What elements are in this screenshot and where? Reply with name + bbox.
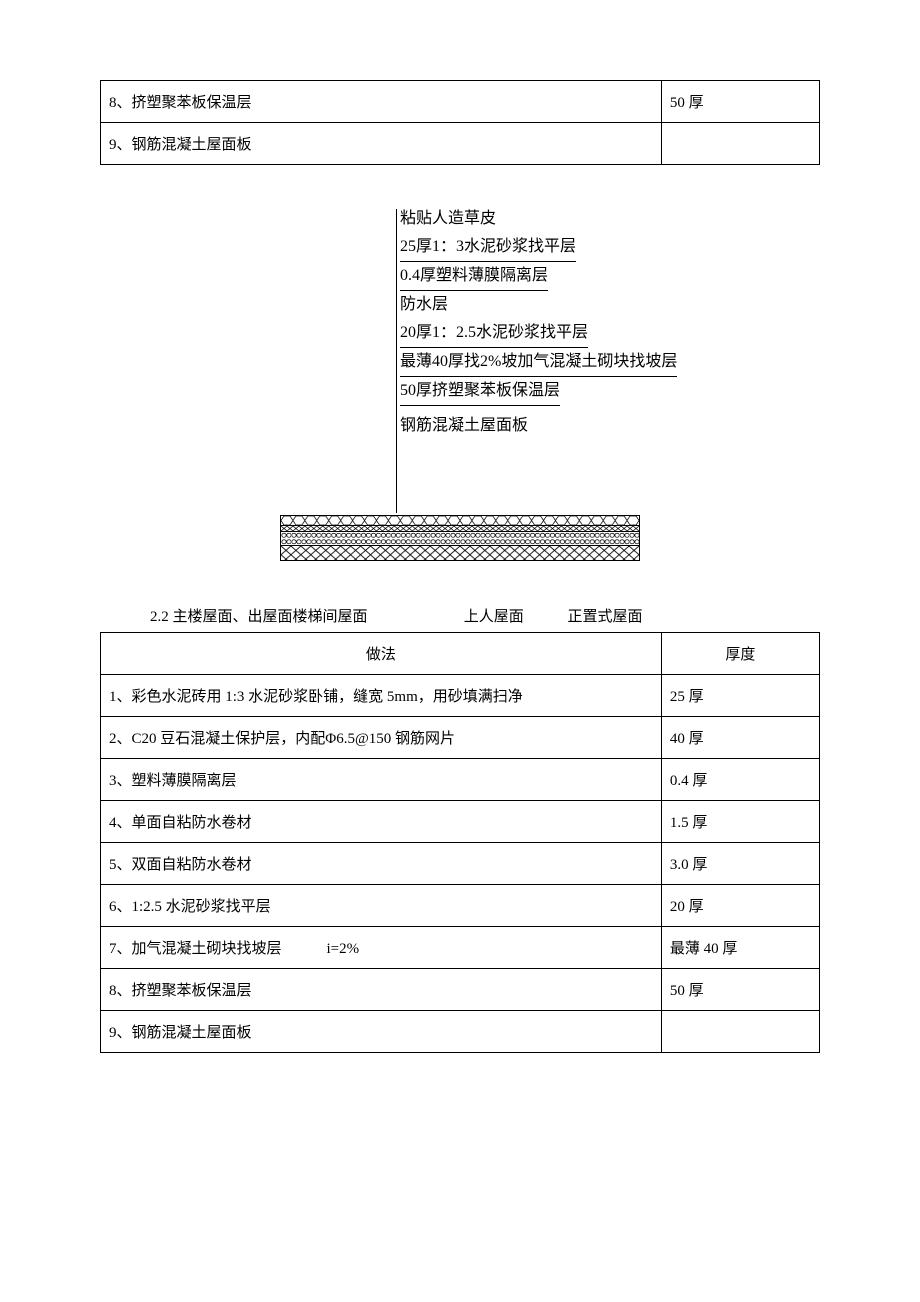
layer-label: 20厚1：2.5水泥砂浆找平层 — [400, 319, 588, 348]
table-row: 9、钢筋混凝土屋面板 — [101, 123, 820, 165]
cell-thick: 25 厚 — [661, 675, 819, 717]
cell-thick: 1.5 厚 — [661, 801, 819, 843]
cell-method: 5、双面自粘防水卷材 — [101, 843, 662, 885]
table-row: 2、C20 豆石混凝土保护层，内配Φ6.5@150 钢筋网片40 厚 — [101, 717, 820, 759]
table-row: 8、挤塑聚苯板保温层 50 厚 — [101, 81, 820, 123]
table-header-row: 做法 厚度 — [101, 633, 820, 675]
cell-thick: 0.4 厚 — [661, 759, 819, 801]
table-top: 8、挤塑聚苯板保温层 50 厚 9、钢筋混凝土屋面板 — [100, 80, 820, 165]
layer-label: 防水层 — [400, 296, 448, 313]
table-row: 7、加气混凝土砌块找坡层 i=2%最薄 40 厚 — [101, 927, 820, 969]
section-2-title: 2.2 主楼屋面、出屋面楼梯间屋面 上人屋面 正置式屋面 — [150, 605, 820, 626]
table-row: 3、塑料薄膜隔离层0.4 厚 — [101, 759, 820, 801]
cell-thick — [661, 123, 819, 165]
layer-label: 钢筋混凝土屋面板 — [400, 417, 528, 434]
layer-labels: 粘贴人造草皮 25厚1：3水泥砂浆找平层 0.4厚塑料薄膜隔离层 防水层 20厚… — [400, 205, 677, 440]
title-left: 2.2 主楼屋面、出屋面楼梯间屋面 — [150, 605, 460, 626]
cell-thick: 40 厚 — [661, 717, 819, 759]
table-row: 1、彩色水泥砖用 1:3 水泥砂浆卧铺，缝宽 5mm，用砂填满扫净25 厚 — [101, 675, 820, 717]
table-section-2: 做法 厚度 1、彩色水泥砖用 1:3 水泥砂浆卧铺，缝宽 5mm，用砂填满扫净2… — [100, 632, 820, 1053]
hatch-layer — [280, 545, 640, 561]
header-thick: 厚度 — [661, 633, 819, 675]
header-method: 做法 — [101, 633, 662, 675]
layer-label: 25厚1：3水泥砂浆找平层 — [400, 233, 576, 262]
cell-thick: 3.0 厚 — [661, 843, 819, 885]
table-row: 8、挤塑聚苯板保温层50 厚 — [101, 969, 820, 1011]
cell-method: 4、单面自粘防水卷材 — [101, 801, 662, 843]
section-hatch — [280, 515, 640, 561]
hatch-layer — [280, 531, 640, 545]
cell-thick: 最薄 40 厚 — [661, 927, 819, 969]
cell-method: 9、钢筋混凝土屋面板 — [101, 1011, 662, 1053]
table-row: 9、钢筋混凝土屋面板 — [101, 1011, 820, 1053]
cell-method: 3、塑料薄膜隔离层 — [101, 759, 662, 801]
cell-method: 8、挤塑聚苯板保温层 — [101, 81, 662, 123]
title-mid: 上人屋面 — [464, 605, 564, 626]
leader-line — [396, 209, 397, 513]
table-row: 6、1:2.5 水泥砂浆找平层20 厚 — [101, 885, 820, 927]
roof-section-diagram: 粘贴人造草皮 25厚1：3水泥砂浆找平层 0.4厚塑料薄膜隔离层 防水层 20厚… — [200, 205, 720, 595]
cell-method: 9、钢筋混凝土屋面板 — [101, 123, 662, 165]
cell-thick — [661, 1011, 819, 1053]
title-right: 正置式屋面 — [568, 605, 643, 626]
cell-method: 7、加气混凝土砌块找坡层 i=2% — [101, 927, 662, 969]
table-row: 5、双面自粘防水卷材3.0 厚 — [101, 843, 820, 885]
layer-label: 50厚挤塑聚苯板保温层 — [400, 377, 560, 406]
hatch-layer — [280, 525, 640, 531]
cell-method: 6、1:2.5 水泥砂浆找平层 — [101, 885, 662, 927]
cell-thick: 20 厚 — [661, 885, 819, 927]
layer-label: 最薄40厚找2%坡加气混凝土砌块找坡层 — [400, 348, 677, 377]
cell-method: 2、C20 豆石混凝土保护层，内配Φ6.5@150 钢筋网片 — [101, 717, 662, 759]
layer-label: 粘贴人造草皮 — [400, 210, 496, 227]
hatch-layer — [280, 515, 640, 525]
cell-thick: 50 厚 — [661, 81, 819, 123]
cell-thick: 50 厚 — [661, 969, 819, 1011]
cell-method: 8、挤塑聚苯板保温层 — [101, 969, 662, 1011]
cell-method: 1、彩色水泥砖用 1:3 水泥砂浆卧铺，缝宽 5mm，用砂填满扫净 — [101, 675, 662, 717]
layer-label: 0.4厚塑料薄膜隔离层 — [400, 262, 548, 291]
table-row: 4、单面自粘防水卷材1.5 厚 — [101, 801, 820, 843]
